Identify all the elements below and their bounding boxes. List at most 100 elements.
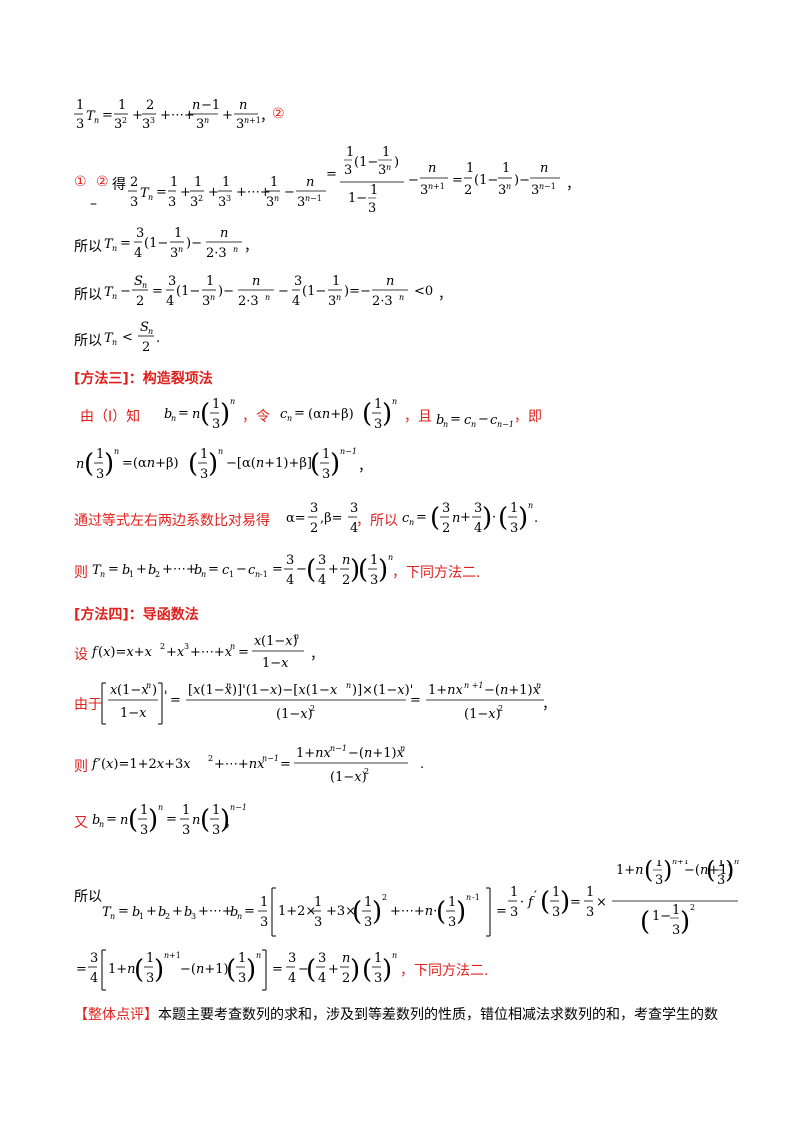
svg-text:n: n [528,501,533,510]
svg-text:n: n [734,860,739,866]
svg-text:n: n [226,681,231,690]
svg-text:): ) [725,860,734,884]
svg-text:1: 1 [260,895,268,910]
svg-text:c: c [490,413,498,428]
svg-text:3: 3 [90,951,98,966]
svg-text:S: S [134,274,143,289]
formula-third-power: ( 1 3 ) n [358,553,393,588]
svg-text:1+nx: 1+nx [428,683,464,698]
svg-text:n: n [466,893,471,902]
svg-text:)−: )− [514,173,530,188]
svg-text:1: 1 [346,145,354,160]
svg-text:3: 3 [212,417,220,432]
svg-text:2: 2 [208,754,213,763]
svg-text:4: 4 [318,971,326,986]
svg-text:c: c [248,563,256,578]
svg-text:n: n [112,244,117,253]
svg-text:−(n+1): −(n+1) [180,962,229,977]
svg-text:−1: −1 [544,182,556,191]
svg-text:+1: +1 [677,860,689,866]
svg-text:=: = [178,406,189,421]
svg-text:3: 3 [260,915,268,930]
svg-text:n +1: n +1 [464,681,484,690]
svg-text:1: 1 [314,895,322,910]
svg-text:T: T [104,285,114,300]
svg-text:(: ( [540,887,550,917]
svg-text:n: n [94,116,99,125]
svg-text:)]'(1−x)−[x(1−x: )]'(1−x)−[x(1−x [232,683,338,698]
formula-fx: f (x)=x+x 2 +x 3 +⋯+xn = x (1−x)n 1−x [91,632,304,671]
svg-text:1: 1 [502,161,510,176]
svg-text:3: 3 [76,117,84,132]
svg-text:−[α(n+1)+β]: −[α(n+1)+β] [226,456,312,471]
svg-text:2: 2 [382,893,387,902]
svg-text:): ) [482,503,492,533]
label-circled-2: ② [272,106,285,122]
svg-text:−(n+1): −(n+1) [684,863,733,878]
svg-text:n: n [120,813,128,828]
svg-text:3: 3 [190,195,198,210]
svg-text:1: 1 [212,803,220,818]
svg-text:1: 1 [448,895,456,910]
svg-text:=: = [570,895,581,910]
svg-text:3: 3 [288,951,296,966]
svg-text:+: + [222,108,233,123]
svg-text:1: 1 [139,912,144,921]
svg-text:(x)=x+x: (x)=x+x [98,645,153,660]
svg-text:=: = [106,812,117,827]
svg-text:=: = [108,562,119,577]
svg-text:n: n [112,292,117,301]
svg-text:n: n [146,681,151,690]
svg-text:)=−: )=− [344,284,371,299]
svg-text:(: ( [362,399,372,429]
svg-text:+⋯+: +⋯+ [162,562,197,577]
svg-text:1: 1 [174,226,182,241]
svg-text:4: 4 [286,573,294,588]
formula-exponent: n−1 [230,803,247,812]
svg-text:n: n [239,98,247,113]
svg-text:n: n [392,397,397,406]
svg-text:c: c [402,511,410,526]
svg-text:n: n [336,293,341,302]
svg-text:3: 3 [202,294,210,309]
svg-text:4: 4 [134,246,142,261]
svg-text:1: 1 [129,570,134,579]
svg-text:1: 1 [717,860,725,870]
svg-text:1−x: 1−x [120,706,147,721]
svg-text:x: x [254,634,262,649]
svg-text:(1−: (1− [474,173,498,188]
svg-text:(: ( [498,503,508,533]
formula-bn-rewrite: bn = n ( 13 ) n = 13 n ( 13 ) [92,803,230,838]
svg-text:1+2×: 1+2× [278,904,316,919]
svg-text:1: 1 [370,553,378,568]
svg-text:−1: −1 [310,194,322,203]
svg-text:n: n [294,632,299,641]
svg-text:n: n [428,182,433,191]
svg-text:n: n [148,193,153,202]
svg-text:+3×: +3× [326,904,356,919]
svg-text:(: ( [358,555,368,585]
svg-text:T: T [92,563,102,578]
svg-text:3: 3 [238,971,246,986]
svg-text:+⋯+: +⋯+ [160,108,195,123]
svg-text:1+n: 1+n [616,863,644,878]
svg-text:−: − [120,284,131,299]
svg-text:+: + [136,562,147,577]
svg-text:−: − [236,562,247,577]
svg-text:b: b [436,413,444,428]
svg-text:(1−x): (1−x) [276,707,313,722]
svg-text:(1−x): (1−x) [330,770,367,785]
svg-text:1: 1 [370,183,378,198]
svg-text:=: = [272,962,283,977]
svg-text:+x: +x [166,645,185,660]
svg-text:n: n [100,570,105,579]
svg-text:f: f [527,895,535,910]
svg-text:(: ( [430,503,440,533]
svg-text:4: 4 [292,294,300,309]
svg-text:=: = [76,962,87,977]
svg-text:1: 1 [222,175,230,190]
